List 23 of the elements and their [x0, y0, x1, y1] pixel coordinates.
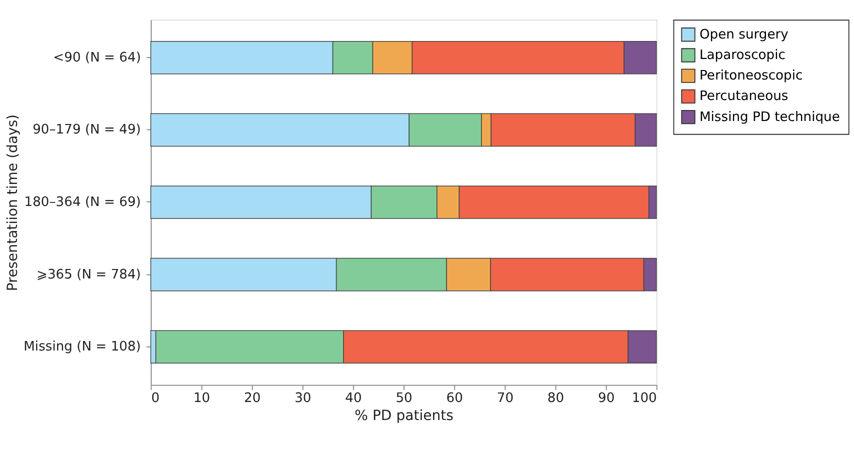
x-tick-label: 30 [294, 391, 312, 406]
y-tick-label: ⩾365 (N = 784) [36, 267, 141, 282]
x-tick-label: 60 [446, 391, 463, 406]
y-tick-label: 180–364 (N = 69) [24, 194, 141, 210]
y-tick-label: 90–179 (N = 49) [32, 122, 141, 138]
x-tick-label: 0 [151, 391, 160, 406]
x-tick-label: 40 [345, 391, 362, 406]
x-tick-label: 70 [496, 391, 514, 406]
x-tick-label: 20 [244, 391, 261, 406]
x-tick-label: 50 [396, 391, 412, 406]
legend-label: Open surgery [699, 27, 789, 42]
x-tick-label: 90 [598, 391, 615, 406]
legend-label: Percutaneous [699, 89, 788, 104]
legend-label: Peritoneoscopic [699, 68, 803, 84]
y-tick-label: Missing (N = 108) [24, 340, 141, 355]
legend-label: Missing PD technique [699, 110, 840, 125]
legend-label: Laparoscopic [699, 48, 786, 63]
x-axis-title: % PD patients [354, 408, 454, 424]
y-tick-label: <90 (N = 64) [53, 50, 141, 66]
x-tick-label: 80 [547, 391, 564, 406]
x-tick-label: 10 [193, 391, 210, 406]
y-axis-title: Presentatiion time (days) [4, 114, 21, 292]
x-tick-label: 100 [632, 391, 657, 406]
